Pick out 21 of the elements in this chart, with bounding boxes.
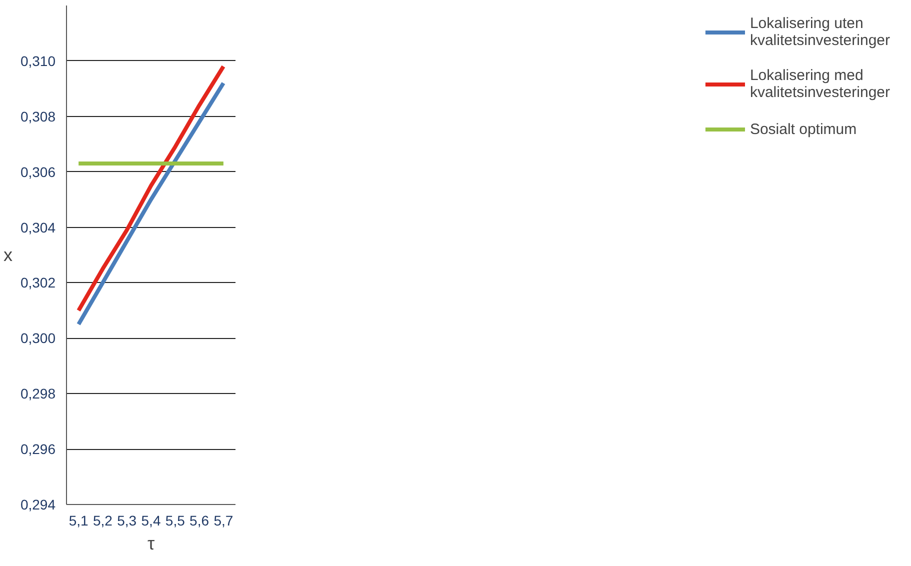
x-tick-label: 5,1 [68, 512, 89, 528]
x-tick-label: 5,3 [117, 512, 137, 528]
y-tick-label: 0,304 [20, 219, 56, 236]
x-tick-label: 5,6 [190, 512, 210, 528]
x-tick-label: 5,4 [141, 512, 161, 528]
legend-label: Lokalisering med kvalitetsinvesteringer [750, 67, 890, 101]
y-tick-label: 0,310 [20, 52, 56, 69]
y-tick-label: 0,294 [20, 496, 56, 512]
y-axis-title: x [3, 245, 12, 265]
y-tick-label: 0,308 [20, 108, 56, 124]
x-tick-label: 5,5 [165, 512, 186, 528]
legend-label: Sosialt optimum [750, 120, 857, 138]
x-tick-label: 5,7 [214, 512, 234, 528]
x-tick-label: 5,2 [92, 512, 113, 528]
x-axis-title: τ [147, 534, 155, 554]
y-tick-label: 0,300 [20, 330, 56, 346]
y-tick-label: 0,296 [20, 441, 56, 458]
y-tick-label: 0,302 [20, 274, 56, 291]
legend-label: Lokalisering uten kvalitetsinvesteringer [750, 15, 890, 49]
y-tick-label: 0,306 [20, 164, 56, 180]
y-tick-label: 0,298 [20, 386, 56, 402]
